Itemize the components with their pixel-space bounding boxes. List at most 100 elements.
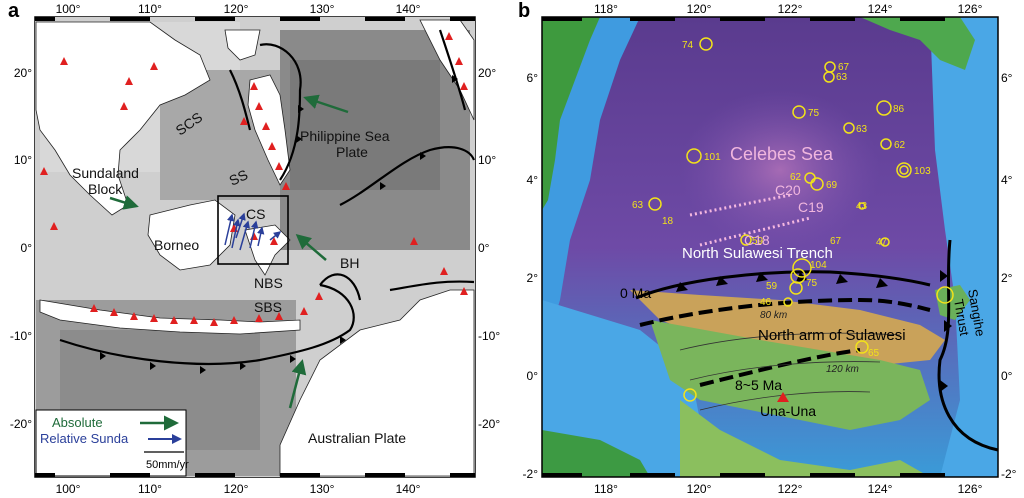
tick-b-left-1: 6°: [527, 71, 539, 85]
panel-a-relative-arrows: [224, 212, 282, 251]
label-c18: C18: [744, 232, 770, 248]
quake-depth: 47: [876, 237, 888, 248]
tick-a-left-5: -20°: [10, 417, 32, 431]
panel-b-lon-ticks-top: 118° 120° 122° 124° 126°: [594, 2, 983, 16]
quake-marker: [858, 202, 866, 210]
panel-a-absolute-arrows: [109, 94, 349, 409]
panel-b-lon-ticks-bottom: 118° 120° 122° 124° 126°: [594, 482, 983, 496]
tick-a-top-2: 110°: [138, 2, 162, 16]
tick-b-left-2: 4°: [527, 173, 539, 187]
legend-scale: 50mm/yr: [146, 459, 189, 471]
quake-marker: [699, 37, 713, 51]
panel-b-paleo-trench: [639, 297, 931, 387]
quake-depth: 75: [808, 108, 820, 119]
tick-a-bot-5: 140°: [396, 482, 421, 496]
quake-marker: [740, 234, 752, 246]
panel-a-trench-teeth: [100, 75, 458, 374]
label-celebes: Celebes Sea: [730, 144, 834, 164]
panel-a-lon-ticks-bottom: 100° 110° 120° 130° 140°: [56, 482, 421, 496]
tick-b-top-4: 124°: [868, 2, 893, 16]
label-australian: Australian Plate: [308, 430, 406, 446]
quake-depth: 103: [914, 166, 931, 177]
quake-depth: 62: [790, 172, 802, 183]
label-una: Una-Una: [760, 403, 816, 419]
label-borneo: Borneo: [154, 237, 199, 253]
tick-b-right-4: 0°: [1001, 369, 1013, 383]
tick-b-right-2: 4°: [1001, 173, 1013, 187]
quake-marker: [843, 122, 855, 134]
panel-b-depth-contours: [679, 332, 901, 411]
legend-relative: Relative Sunda: [40, 431, 129, 446]
quake-depth: 104: [810, 260, 827, 271]
label-philippine-2: Plate: [336, 144, 368, 160]
depth-80-label: 80 km: [760, 310, 787, 321]
quake-marker: [880, 237, 890, 247]
panel-b-quakes: [648, 37, 954, 402]
tick-a-top-3: 120°: [224, 2, 249, 16]
panel-b-frame: [541, 16, 999, 478]
label-nbs: NBS: [254, 275, 283, 291]
label-north-arm: North arm of Sulawesi: [758, 327, 906, 344]
quake-depth: 63: [632, 200, 644, 211]
quake-depth: 63: [836, 72, 848, 83]
quake-depth: 86: [893, 104, 905, 115]
panel-a-frame-stripes: [35, 17, 475, 477]
tick-b-right-1: 6°: [1001, 71, 1013, 85]
tick-a-right-1: 20°: [478, 66, 496, 80]
tick-b-top-3: 122°: [778, 2, 803, 16]
tick-b-top-5: 126°: [958, 2, 983, 16]
label-philippine-1: Philippine Sea: [300, 128, 390, 144]
label-sundaland-1: Sundaland: [72, 165, 139, 181]
quake-depth: 65: [868, 348, 880, 359]
panel-b-anomalies: [689, 193, 811, 247]
panel-a-lat-ticks-right: 20° 10° 0° -10° -20°: [478, 66, 500, 431]
tick-b-right-3: 2°: [1001, 271, 1013, 285]
quake-marker: [792, 105, 806, 119]
label-cs: CS: [246, 206, 265, 222]
quake-depth: 67: [838, 62, 850, 73]
quake-depth: 43: [856, 201, 868, 212]
tick-a-right-2: 10°: [478, 153, 496, 167]
tick-b-bot-1: 118°: [594, 482, 618, 496]
panel-a-letter: a: [8, 0, 20, 22]
tick-a-top-1: 100°: [56, 2, 81, 16]
quake-marker: [880, 138, 892, 150]
quake-depth: 67: [830, 236, 842, 247]
quake-marker: [876, 100, 892, 116]
quake-depth: 74: [682, 40, 694, 51]
panel-b-trench: [635, 239, 999, 452]
label-c19: C19: [798, 199, 824, 215]
tick-b-left-5: -2°: [523, 467, 539, 481]
tick-b-left-4: 0°: [527, 369, 539, 383]
tick-b-right-5: -2°: [1001, 467, 1017, 481]
tick-b-left-3: 2°: [527, 271, 539, 285]
tick-a-left-1: 20°: [14, 66, 32, 80]
quake-marker: [899, 165, 909, 175]
panel-a-land: [35, 19, 475, 477]
label-trench: North Sulawesi Trench: [682, 245, 833, 262]
tick-b-top-1: 118°: [594, 2, 618, 16]
tick-a-bot-3: 120°: [224, 482, 249, 496]
tick-a-left-3: 0°: [21, 241, 33, 255]
quake-depth: 62: [894, 140, 906, 151]
quake-marker: [896, 162, 912, 178]
quake-depth: 59: [752, 236, 764, 247]
quake-marker: [810, 177, 824, 191]
label-zero-ma: 0 Ma: [620, 285, 651, 301]
label-age: 8~5 Ma: [735, 377, 782, 393]
quake-depth: 46: [760, 297, 772, 308]
tick-b-bot-5: 126°: [958, 482, 983, 496]
tick-a-left-2: 10°: [14, 153, 32, 167]
quake-depth: 101: [704, 152, 721, 163]
quake-marker: [792, 258, 812, 278]
tick-b-bot-2: 120°: [687, 482, 712, 496]
tick-a-bot-1: 100°: [56, 482, 81, 496]
tick-a-top-4: 130°: [310, 2, 335, 16]
quake-depth: 75: [806, 278, 818, 289]
label-ss: SS: [227, 166, 251, 188]
panel-a-volcanoes: [40, 32, 468, 326]
quake-depth: 63: [856, 124, 868, 135]
tick-a-left-4: -10°: [10, 329, 32, 343]
panel-b-trench-teeth: [676, 270, 952, 392]
